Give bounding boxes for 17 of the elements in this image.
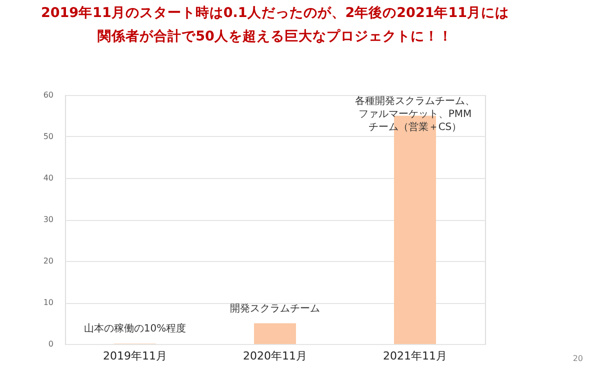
x-tick-label: 2021年11月 [383, 350, 447, 362]
y-tick-label: 60 [43, 90, 54, 100]
y-tick-label: 10 [43, 298, 54, 307]
y-tick-label: 0 [48, 340, 54, 348]
annotation: 開発スクラムチーム [230, 303, 320, 314]
y-tick-label: 50 [43, 132, 54, 141]
x-tick-label: 2020年11月 [243, 350, 307, 362]
x-tick-label: 2019年11月 [103, 350, 167, 362]
y-tick-label: 30 [43, 215, 54, 224]
annotation: 山本の稼働の10%程度 [84, 322, 186, 335]
chart-subtitle: 関係者が合計で50人を超える巨大なプロジェクトに！！ [98, 28, 452, 44]
y-tick-label: 40 [43, 174, 54, 182]
text: 20 [572, 354, 583, 363]
bar [254, 323, 296, 344]
chart-title: 2019年11月のスタート時は0.1人だったのが、2年後の2021年11月には [40, 5, 510, 21]
y-tick-label: 20 [43, 256, 54, 266]
annotation: 各種開発スクラムチーム、ファルマーケット、PMMチーム（営業＋CS） [355, 96, 475, 133]
